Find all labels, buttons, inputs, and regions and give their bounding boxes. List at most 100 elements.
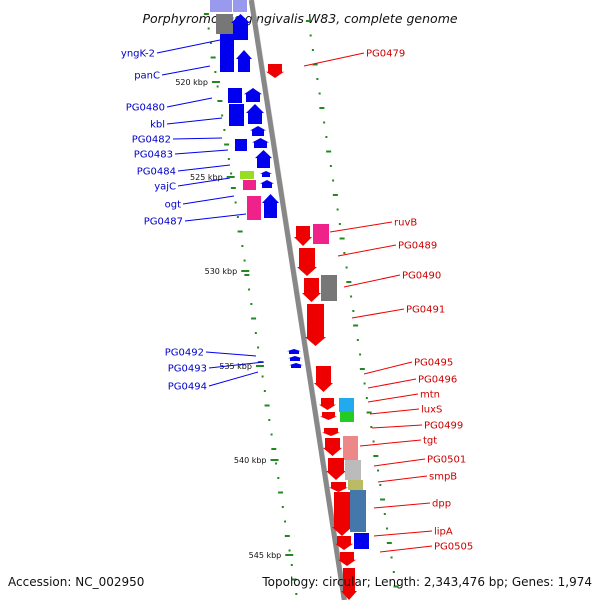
leader-line [172, 137, 223, 140]
leader-line [371, 424, 423, 429]
gene-arrow [326, 458, 346, 480]
gene-label-yngK-2: yngK-2 [121, 49, 155, 60]
gene-arrow [329, 482, 348, 492]
genome-backbone [248, 0, 348, 600]
leader-line [373, 530, 433, 537]
gene-block [345, 460, 361, 480]
gene-block [321, 275, 337, 301]
right-gene-labels: PG0479 ruvB PG0489 PG0490 PG0491 PG0495 PG0496… [366, 49, 473, 553]
gene-label-PG0495: PG0495 [414, 358, 453, 369]
gene-arrow [302, 278, 321, 302]
leader-line [367, 393, 419, 403]
leader-line [184, 213, 247, 222]
gene-arrow [236, 50, 252, 72]
gene-block [340, 412, 354, 422]
kbp-label: 535 kbp [219, 362, 252, 371]
gene-block [243, 180, 256, 190]
leader-line [161, 65, 211, 76]
leader-line [303, 52, 365, 67]
gene-block [228, 88, 242, 103]
leader-line [177, 164, 231, 172]
leader-line [156, 39, 221, 54]
kbp-label: 520 kbp [175, 78, 208, 87]
gene-block [229, 104, 244, 126]
gene-arrow [255, 150, 272, 168]
leader-line [359, 439, 422, 447]
kbp-label: 530 kbp [205, 267, 238, 276]
gene-label-mtn: mtn [420, 390, 440, 401]
leader-line [182, 195, 235, 205]
gene-arrow [260, 171, 272, 177]
kbp-label: 545 kbp [249, 551, 282, 560]
gene-arrow [294, 226, 312, 246]
gene-block [240, 171, 254, 179]
gene-arrow [250, 126, 266, 136]
gene-block [235, 139, 247, 151]
gene-block [343, 436, 358, 460]
leader-line [205, 351, 257, 357]
gene-arrow [252, 138, 269, 148]
gene-arrow [332, 492, 352, 536]
label-leader-lines [156, 39, 433, 553]
genome-summary-text: Topology: circular; Length: 2,343,476 bp… [261, 575, 592, 589]
gene-label-PG0492: PG0492 [165, 348, 204, 359]
gene-arrow [322, 428, 340, 436]
leader-line [174, 149, 229, 155]
gene-label-ruvB: ruvB [394, 218, 417, 229]
gene-arrow [320, 412, 337, 420]
kbp-label: 540 kbp [234, 456, 267, 465]
backbone-line [248, 0, 347, 600]
gene-label-tgt: tgt [423, 436, 437, 447]
gene-block [233, 0, 247, 12]
gene-label-PG0482: PG0482 [132, 135, 171, 146]
gene-arrow [244, 88, 262, 102]
leader-line [166, 97, 213, 108]
gene-label-kbl: kbl [150, 120, 165, 131]
gene-label-PG0487: PG0487 [144, 217, 183, 228]
kbp-label: 525 kbp [190, 173, 223, 182]
gene-arrow [297, 248, 317, 276]
leader-line [208, 361, 265, 369]
gene-arrow [314, 366, 333, 392]
gene-arrow [288, 356, 302, 361]
gene-block [247, 196, 261, 220]
gene-block [354, 533, 369, 549]
gene-label-PG0499: PG0499 [424, 421, 463, 432]
gene-label-PG0480: PG0480 [126, 103, 165, 114]
gene-arrow [289, 363, 303, 368]
leader-line [369, 408, 420, 415]
gene-arrow [231, 14, 250, 40]
leader-line [329, 221, 393, 233]
gene-label-PG0491: PG0491 [406, 305, 445, 316]
gene-block [220, 34, 234, 54]
gene-block [350, 490, 366, 532]
leader-line [367, 378, 417, 389]
leader-line [208, 371, 259, 387]
gene-arrow [246, 104, 264, 124]
gene-block [348, 480, 363, 490]
leader-line [379, 545, 433, 553]
gene-label-PG0501: PG0501 [427, 455, 466, 466]
gene-block [216, 14, 233, 34]
gene-block [210, 0, 232, 12]
leader-line [177, 177, 231, 187]
leader-line [377, 475, 428, 483]
leader-line [373, 502, 431, 509]
gene-label-ogt: ogt [165, 200, 181, 211]
leader-line [166, 117, 223, 125]
gene-label-PG0493: PG0493 [168, 364, 207, 375]
map-title: Porphyromonas gingivalis W83, complete g… [142, 11, 457, 26]
gene-label-smpB: smpB [429, 472, 457, 483]
gene-label-PG0496: PG0496 [418, 375, 457, 386]
gene-block [339, 398, 354, 412]
kbp-labels: 520 kbp 525 kbp 530 kbp 535 kbp 540 kbp 545 k… [175, 78, 294, 560]
gene-label-lipA: lipA [434, 527, 453, 538]
gene-block [313, 224, 329, 244]
leader-line [373, 458, 426, 467]
gene-block [220, 54, 234, 72]
gene-arrow [262, 194, 279, 218]
gene-arrow [341, 568, 357, 600]
gene-arrow [319, 398, 336, 410]
leader-line [343, 274, 401, 288]
